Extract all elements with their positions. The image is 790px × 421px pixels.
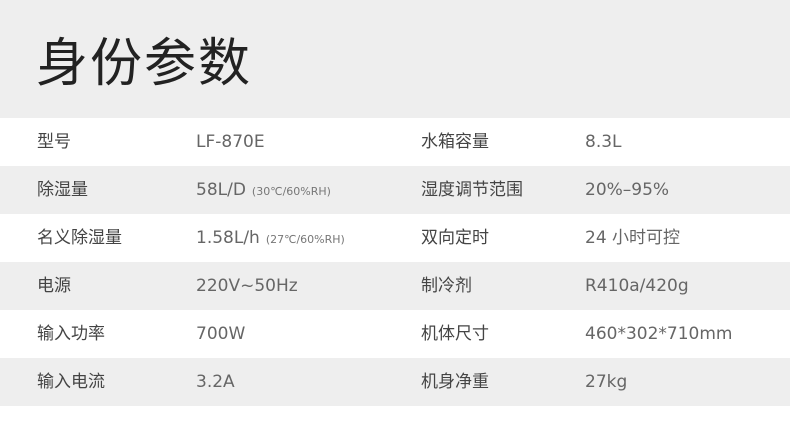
spec-value: R410a/420g xyxy=(585,276,689,296)
spec-value: 8.3L xyxy=(585,132,622,152)
spec-label: 机身净重 xyxy=(421,372,489,392)
spec-value-text: 700W xyxy=(196,324,246,344)
table-row: 除湿量 58L/D (30℃/60%RH) 湿度调节范围 20%–95% xyxy=(0,166,790,214)
spec-value: 27kg xyxy=(585,372,628,392)
spec-note: (30℃/60%RH) xyxy=(251,185,331,198)
spec-label: 型号 xyxy=(37,132,71,152)
spec-label: 除湿量 xyxy=(37,180,88,200)
spec-value: 1.58L/h (27℃/60%RH) xyxy=(196,214,345,264)
spec-value: 3.2A xyxy=(196,358,241,408)
table-row: 型号 LF-870E 水箱容量 8.3L xyxy=(0,118,790,166)
spec-label: 湿度调节范围 xyxy=(421,180,523,200)
spec-label: 输入电流 xyxy=(37,372,105,392)
spec-note: (27℃/60%RH) xyxy=(265,233,345,246)
spec-label: 名义除湿量 xyxy=(37,228,122,248)
page-title: 身份参数 xyxy=(36,34,253,94)
spec-label: 制冷剂 xyxy=(421,276,472,296)
header: 身份参数 xyxy=(0,0,790,118)
spec-value-text: LF-870E xyxy=(196,132,265,152)
spec-label: 电源 xyxy=(37,276,71,296)
spec-value: 220V~50Hz xyxy=(196,262,304,312)
spec-table: 型号 LF-870E 水箱容量 8.3L 除湿量 58L/D (30℃/60%RH)… xyxy=(0,118,790,406)
spec-label: 机体尺寸 xyxy=(421,324,489,344)
table-row: 输入电流 3.2A 机身净重 27kg xyxy=(0,358,790,406)
spec-label: 输入功率 xyxy=(37,324,105,344)
spec-value: 20%–95% xyxy=(585,180,670,200)
spec-value: LF-870E xyxy=(196,118,271,168)
spec-value-text: 220V~50Hz xyxy=(196,276,298,296)
spec-value: 460*302*710mm xyxy=(585,324,733,344)
spec-value: 700W xyxy=(196,310,251,360)
spec-value-text: 1.58L/h xyxy=(196,228,260,248)
spec-label: 水箱容量 xyxy=(421,132,489,152)
spec-label: 双向定时 xyxy=(421,228,489,248)
spec-value-text: 3.2A xyxy=(196,372,235,392)
table-row: 输入功率 700W 机体尺寸 460*302*710mm xyxy=(0,310,790,358)
spec-value-text: 58L/D xyxy=(196,180,246,200)
table-row: 名义除湿量 1.58L/h (27℃/60%RH) 双向定时 24 小时可控 xyxy=(0,214,790,262)
spec-value: 58L/D (30℃/60%RH) xyxy=(196,166,331,216)
table-row: 电源 220V~50Hz 制冷剂 R410a/420g xyxy=(0,262,790,310)
spec-value: 24 小时可控 xyxy=(585,228,681,248)
